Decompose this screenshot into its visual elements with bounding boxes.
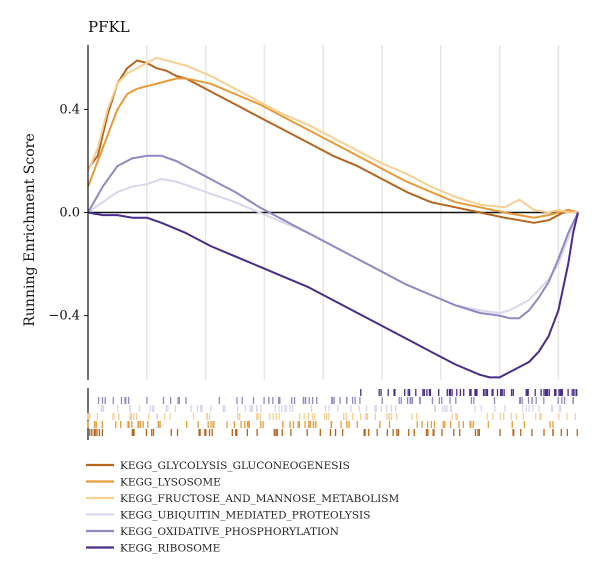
legend: KEGG_GLYCOLYSIS_GLUCONEOGENESIS KEGG_LYSO…: [86, 460, 399, 555]
series-line-0: [87, 59, 579, 224]
y-tick-label-0: −0.4: [48, 309, 80, 324]
series-lines: [87, 56, 579, 379]
legend-label-3: KEGG_UBIQUITIN_MEDIATED_PROTEOLYSIS: [120, 510, 370, 522]
legend-label-2: KEGG_FRUCTOSE_AND_MANNOSE_METABOLISM: [120, 493, 399, 505]
y-axis-label: Running Enrichment Score: [22, 133, 38, 326]
legend-label-1: KEGG_LYSOSOME: [120, 477, 221, 489]
y-ticks: −0.4 0.0 0.4: [48, 102, 88, 324]
legend-label-4: KEGG_OXIDATIVE_PHOSPHORYLATION: [120, 526, 339, 538]
legend-label-0: KEGG_GLYCOLYSIS_GLUCONEOGENESIS: [120, 460, 350, 472]
series-line-1: [87, 77, 579, 219]
y-tick-label-1: 0.0: [59, 206, 80, 221]
chart-title: PFKL: [88, 18, 130, 36]
series-line-4: [87, 154, 579, 320]
hit-rug: [87, 389, 578, 436]
y-tick-label-2: 0.4: [59, 102, 80, 117]
series-line-5: [87, 211, 579, 379]
legend-label-5: KEGG_RIBOSOME: [120, 543, 220, 555]
series-line-2: [87, 56, 578, 214]
